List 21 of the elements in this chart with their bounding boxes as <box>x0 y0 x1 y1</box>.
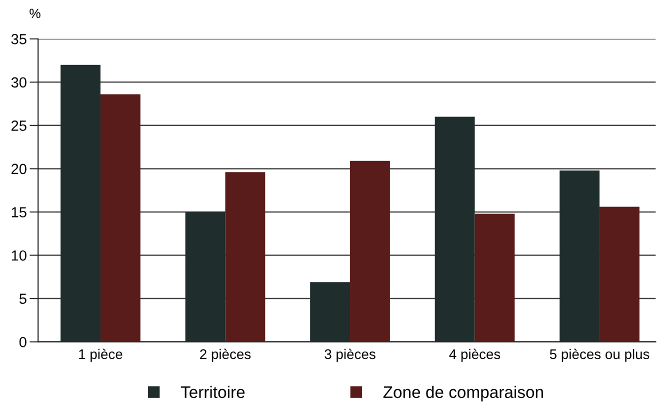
bar <box>600 206 640 342</box>
bar <box>350 160 390 342</box>
y-axis-title: % <box>30 8 40 18</box>
bar <box>474 214 515 342</box>
x-tick-label: 2 pièces <box>200 348 251 362</box>
x-tick-label: 5 pièces ou plus <box>550 348 650 362</box>
y-tick-label: 30 <box>11 77 26 88</box>
y-tick-label: 0 <box>19 336 26 348</box>
legend-label: Zone de comparaison <box>383 386 543 402</box>
x-tick-label: 1 pièce <box>79 348 122 362</box>
legend-label: Territoire <box>180 386 245 398</box>
x-tick-label: 3 pièces <box>324 348 376 362</box>
y-tick-label: 35 <box>11 34 26 44</box>
y-tick-label: 15 <box>12 207 26 218</box>
bar <box>225 172 266 342</box>
y-tick-label: 20 <box>12 164 26 174</box>
y-tick-label: 10 <box>12 250 26 261</box>
y-tick-label: 25 <box>12 120 26 131</box>
x-tick-label: 4 pièces <box>449 348 500 362</box>
y-tick-label: 5 <box>19 294 26 304</box>
bar <box>100 94 140 342</box>
